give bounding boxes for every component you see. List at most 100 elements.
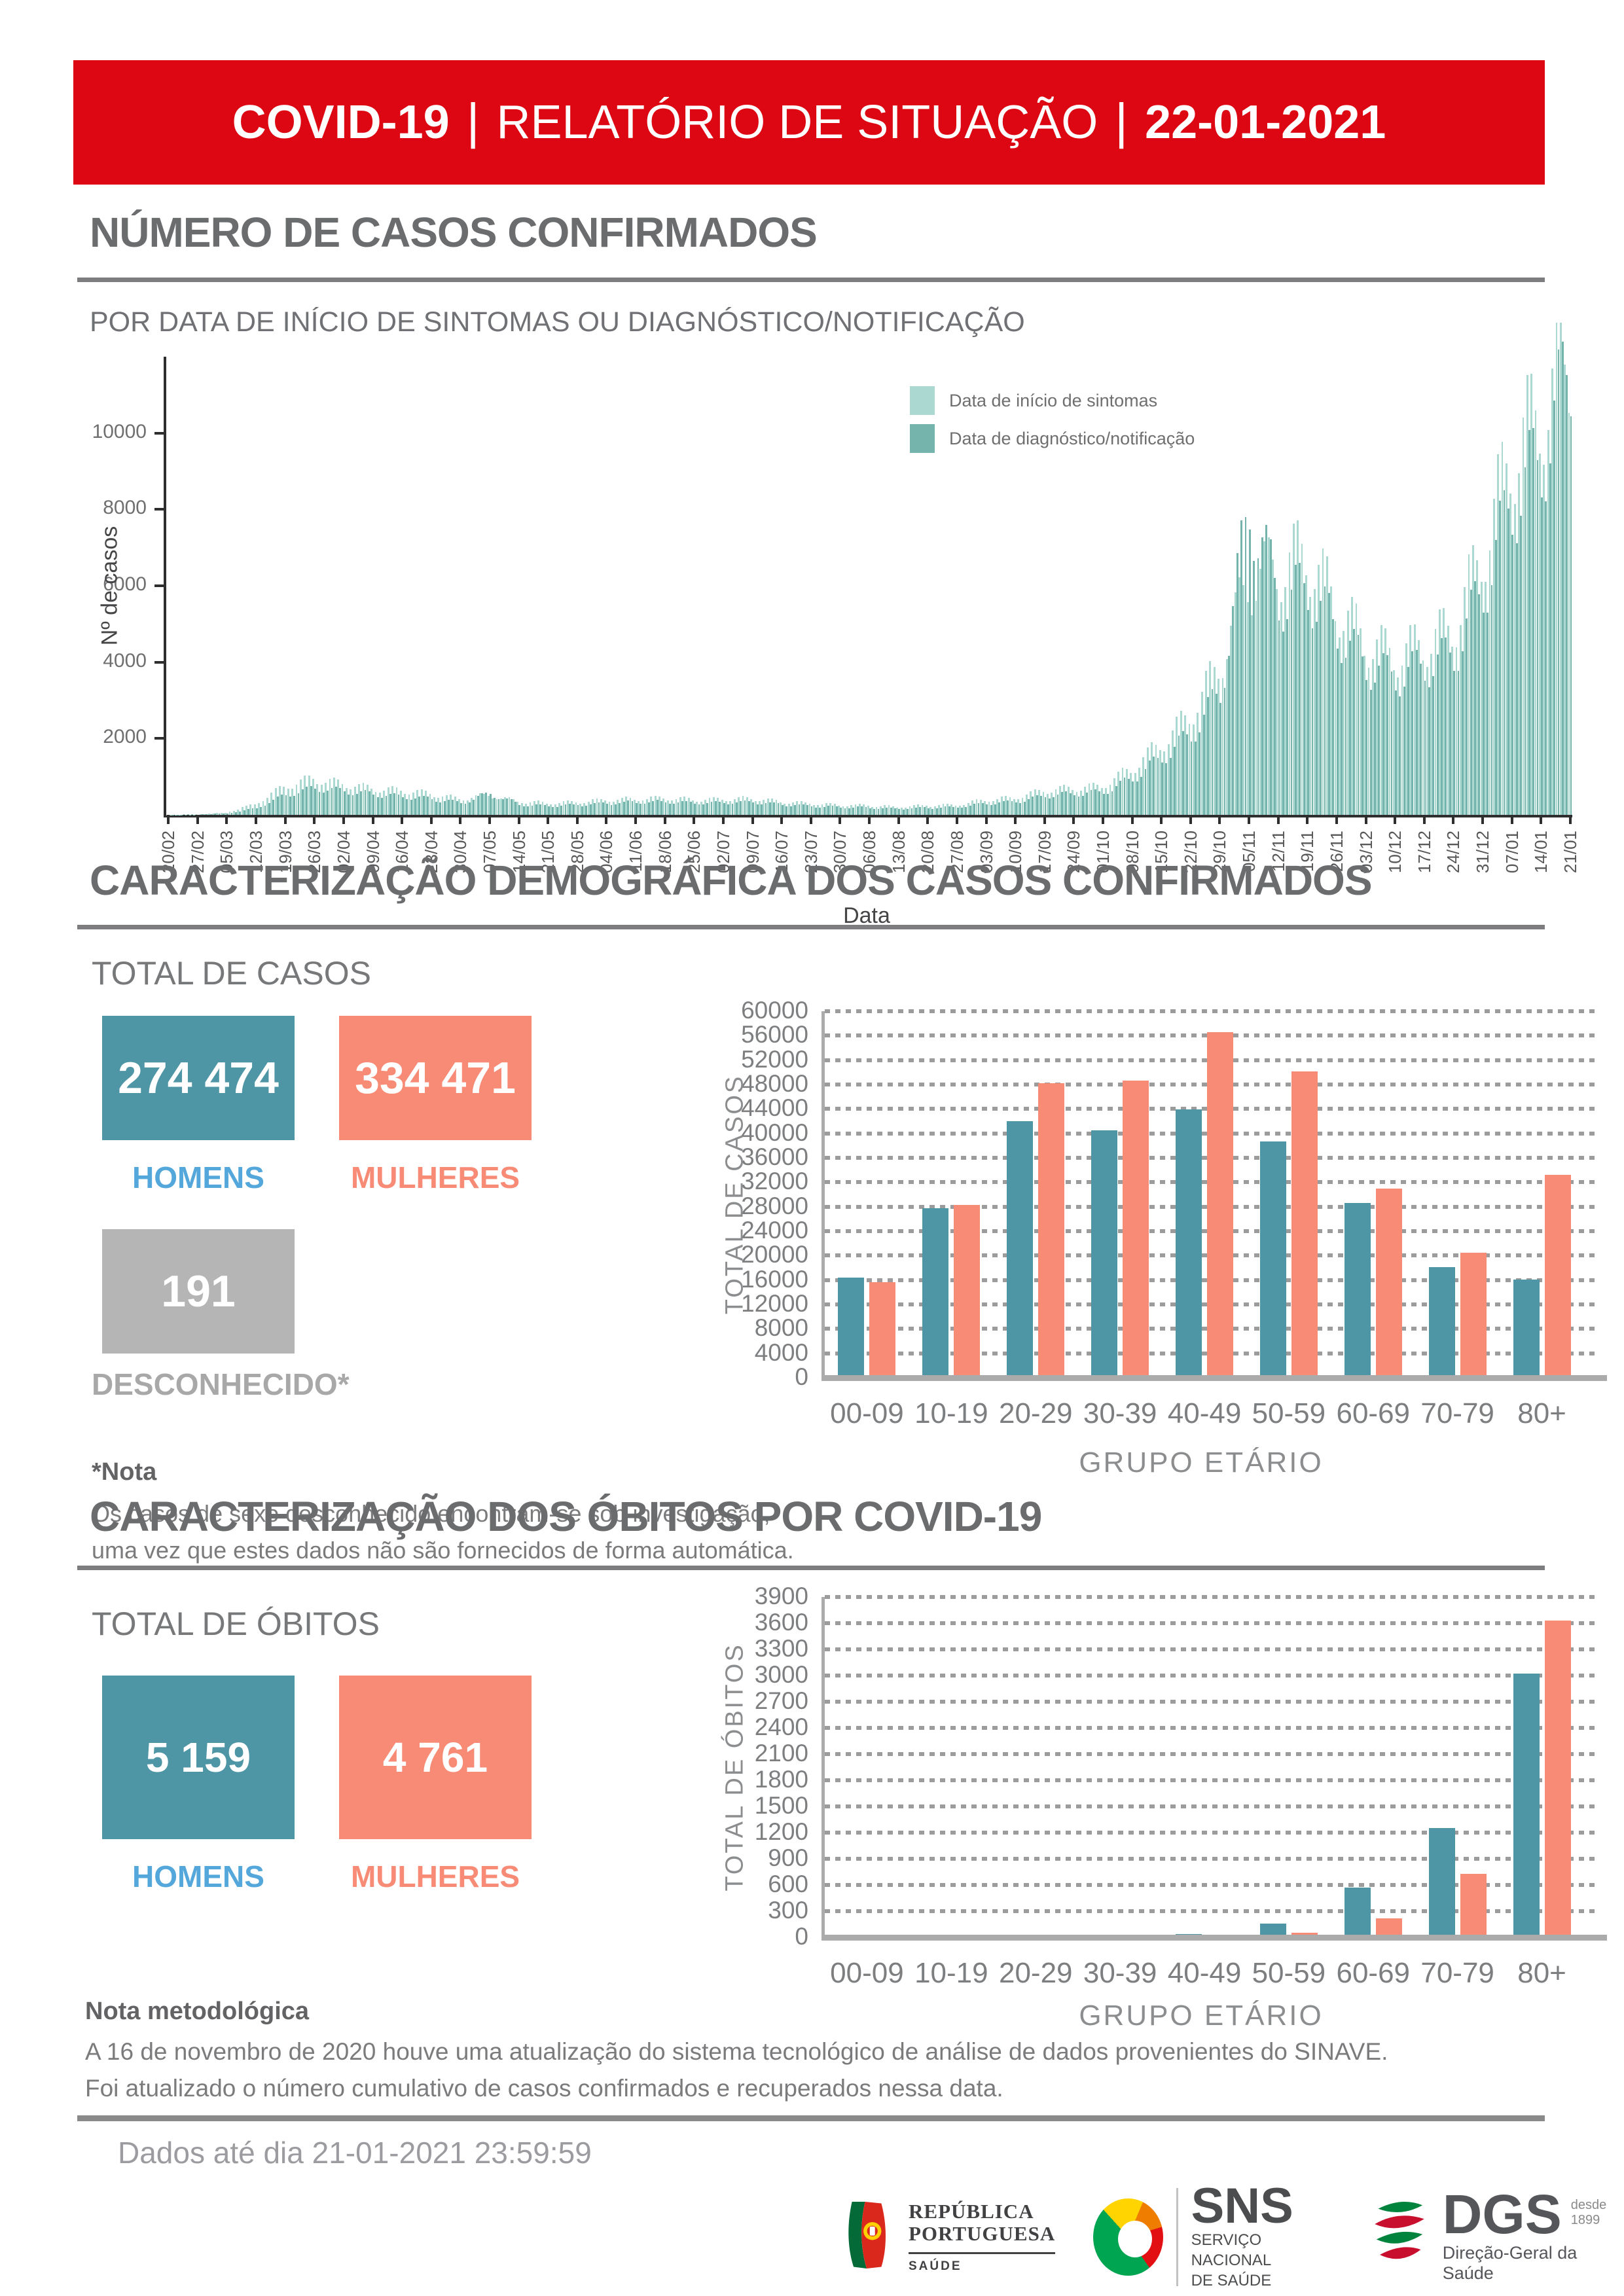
daily-bar-diagnostico [1223, 687, 1226, 815]
daily-bar-sintomas [1434, 629, 1437, 815]
category-label: 80+ [1517, 1397, 1566, 1429]
daily-bar-sintomas [1534, 410, 1537, 815]
daily-bar-diagnostico [619, 803, 621, 815]
daily-bar-sintomas [875, 806, 878, 815]
daily-bar-sintomas [1218, 678, 1220, 815]
daily-bar-sintomas [775, 800, 778, 815]
daily-bar-diagnostico [539, 804, 542, 815]
daily-bar-sintomas [1418, 640, 1420, 815]
daily-bar-sintomas [750, 798, 753, 815]
daily-bar-sintomas [984, 800, 986, 815]
daily-bar-sintomas [232, 810, 235, 815]
daily-bar-diagnostico [1023, 801, 1026, 815]
daily-bar-diagnostico [1202, 714, 1205, 815]
x-tick-mark [1014, 815, 1017, 824]
daily-bar-diagnostico [1278, 620, 1280, 815]
daily-bar-diagnostico [1269, 539, 1272, 815]
x-tick-mark [897, 815, 900, 824]
x-tick-mark [1043, 815, 1046, 824]
daily-bar-sintomas [600, 798, 602, 815]
daily-bar-sintomas [1392, 670, 1395, 815]
bar-homens [1513, 1279, 1540, 1378]
y-tick-mark [154, 660, 166, 664]
daily-bar-diagnostico [1482, 613, 1485, 815]
daily-bar-sintomas [742, 796, 744, 815]
daily-bar-diagnostico [381, 797, 383, 815]
daily-bar-sintomas [1297, 520, 1299, 815]
daily-bar-sintomas [325, 782, 327, 815]
daily-bar-sintomas [412, 793, 414, 815]
x-tick-mark [780, 815, 784, 824]
daily-bar-diagnostico [606, 804, 609, 815]
category-label: 70-79 [1420, 1397, 1494, 1429]
daily-bar-sintomas [450, 795, 452, 815]
bar-homens [1344, 1888, 1371, 1937]
x-tick-label: 07/01 [1502, 831, 1522, 874]
daily-bar-sintomas [779, 802, 782, 815]
daily-bar-diagnostico [1407, 667, 1409, 815]
category-label: 40-49 [1167, 1957, 1242, 1989]
daily-bar-sintomas [659, 797, 660, 815]
y-tick-label: 4000 [103, 649, 147, 672]
daily-bar-diagnostico [856, 806, 859, 815]
daily-bar-diagnostico [1303, 583, 1305, 815]
cases-unknown-value: 191 [161, 1266, 236, 1316]
daily-bar-diagnostico [635, 802, 638, 815]
bar-homens [1428, 1828, 1455, 1937]
x-tick-mark [1306, 815, 1309, 824]
daily-bar-sintomas [499, 798, 502, 815]
daily-bar-sintomas [833, 804, 836, 815]
x-tick-label: 31/12 [1473, 831, 1492, 874]
daily-bar-diagnostico [268, 803, 270, 815]
daily-bar-diagnostico [789, 806, 792, 815]
daily-bar-diagnostico [1357, 634, 1360, 815]
daily-bar-diagnostico [685, 800, 688, 815]
daily-bar-sintomas [1468, 554, 1470, 815]
daily-bar-diagnostico [1324, 586, 1326, 815]
daily-bar-diagnostico [202, 814, 204, 815]
category-label: 30-39 [1083, 1397, 1157, 1429]
gridline [825, 1674, 1596, 1677]
daily-bar-sintomas [329, 779, 331, 815]
daily-bar-sintomas [892, 806, 894, 815]
daily-bar-diagnostico [1361, 656, 1363, 815]
daily-bar-diagnostico [961, 808, 963, 815]
daily-bar-sintomas [796, 801, 799, 815]
daily-bar-diagnostico [844, 808, 846, 815]
daily-bar-diagnostico [1074, 795, 1075, 815]
daily-bar-sintomas [804, 802, 806, 815]
cases-by-age-x-axis-title: GRUPO ETÁRIO [1079, 1446, 1324, 1479]
daily-bar-diagnostico [761, 804, 763, 815]
daily-bar-diagnostico [435, 801, 437, 815]
cases-women-label: MULHERES [350, 1160, 520, 1194]
sns-swirl-icon [1093, 2198, 1163, 2276]
daily-bar-diagnostico [222, 813, 225, 815]
daily-bar-sintomas [1030, 791, 1032, 815]
daily-bar-diagnostico [302, 789, 304, 815]
x-tick-mark [488, 815, 491, 824]
daily-bar-diagnostico [456, 801, 458, 815]
daily-bar-diagnostico [802, 804, 804, 815]
y-tick-label: 1200 [754, 1818, 808, 1845]
method-note-line-2: Foi atualizado o número cumulativo de ca… [85, 2075, 1003, 2102]
daily-bar-sintomas [1343, 630, 1345, 815]
y-tick-mark [154, 508, 166, 511]
dgs-logo: DGS desde 1899 Direção-Geral da Saúde [1369, 2187, 1610, 2284]
daily-bar-sintomas [253, 804, 256, 815]
daily-bar-diagnostico [1557, 349, 1560, 815]
daily-bar-diagnostico [518, 804, 521, 815]
daily-bar-sintomas [516, 801, 519, 815]
daily-bar-diagnostico [1207, 697, 1209, 815]
daily-bar-diagnostico [543, 805, 546, 815]
daily-bar-diagnostico [481, 793, 483, 815]
daily-bar-sintomas [1455, 647, 1458, 815]
daily-bar-diagnostico [898, 809, 901, 815]
daily-bar-diagnostico [1236, 553, 1238, 815]
daily-bar-sintomas [1138, 767, 1140, 815]
daily-bar-diagnostico [235, 812, 237, 815]
total-cases-heading: TOTAL DE CASOS [92, 955, 371, 992]
bar-mulheres [1038, 1083, 1065, 1378]
daily-bar-sintomas [554, 804, 556, 815]
daily-bar-diagnostico [360, 791, 363, 815]
daily-bar-sintomas [926, 806, 928, 815]
